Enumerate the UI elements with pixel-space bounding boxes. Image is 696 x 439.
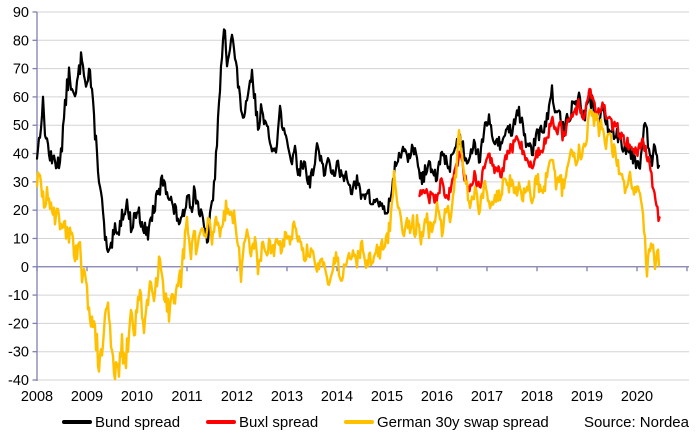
y-tick-label: 40 — [13, 147, 29, 163]
legend-label-german-30y-swap-spread: German 30y swap spread — [377, 413, 549, 431]
buxl-spread-line — [418, 87, 661, 223]
y-tick-label: 60 — [13, 90, 29, 106]
x-tick-label: 2012 — [221, 389, 253, 405]
y-tick-label: 90 — [13, 5, 29, 21]
source-text: Source: Nordea — [583, 414, 689, 431]
y-tick-label: 70 — [13, 62, 29, 78]
x-tick-label: 2016 — [421, 389, 453, 405]
x-tick-label: 2019 — [571, 389, 603, 405]
x-tick-label: 2009 — [71, 389, 103, 405]
y-tick-label: -30 — [8, 345, 29, 361]
y-tick-label: 20 — [13, 203, 29, 219]
legend-label-buxl-spread: Buxl spread — [239, 413, 319, 431]
german-30y-swap-spread-line — [35, 108, 661, 381]
x-tick-label: 2015 — [371, 389, 403, 405]
legend-item-bund-spread: Bund spread — [62, 413, 180, 431]
x-tick-label: 2013 — [271, 389, 303, 405]
legend-item-buxl-spread: Buxl spread — [206, 413, 318, 431]
y-tick-label: -10 — [8, 288, 29, 304]
y-tick-label: -20 — [8, 316, 29, 332]
y-tick-label: 50 — [13, 118, 29, 134]
x-tick-label: 2014 — [321, 389, 353, 405]
y-tick-label: 80 — [13, 33, 29, 49]
y-tick-label: 0 — [21, 260, 29, 276]
y-tick-label: 10 — [13, 231, 29, 247]
bund-spread-line-swatch — [62, 419, 92, 425]
x-tick-label: 2010 — [121, 389, 153, 405]
y-tick-label: -40 — [8, 373, 29, 389]
x-tick-label: 2018 — [521, 389, 553, 405]
legend-item-german-30y-swap-spread: German 30y swap spread — [344, 413, 549, 431]
x-tick-label: 2017 — [471, 389, 503, 405]
y-tick-label: 30 — [13, 175, 29, 191]
legend-label-bund-spread: Bund spread — [95, 413, 181, 431]
bund-spread-line — [35, 28, 661, 253]
x-tick-label: 2011 — [171, 389, 202, 405]
x-tick-label: 2020 — [621, 389, 653, 405]
buxl-spread-line-swatch — [206, 419, 236, 425]
german-30y-swap-spread-line-swatch — [344, 419, 374, 425]
x-tick-label: 2008 — [21, 389, 53, 405]
